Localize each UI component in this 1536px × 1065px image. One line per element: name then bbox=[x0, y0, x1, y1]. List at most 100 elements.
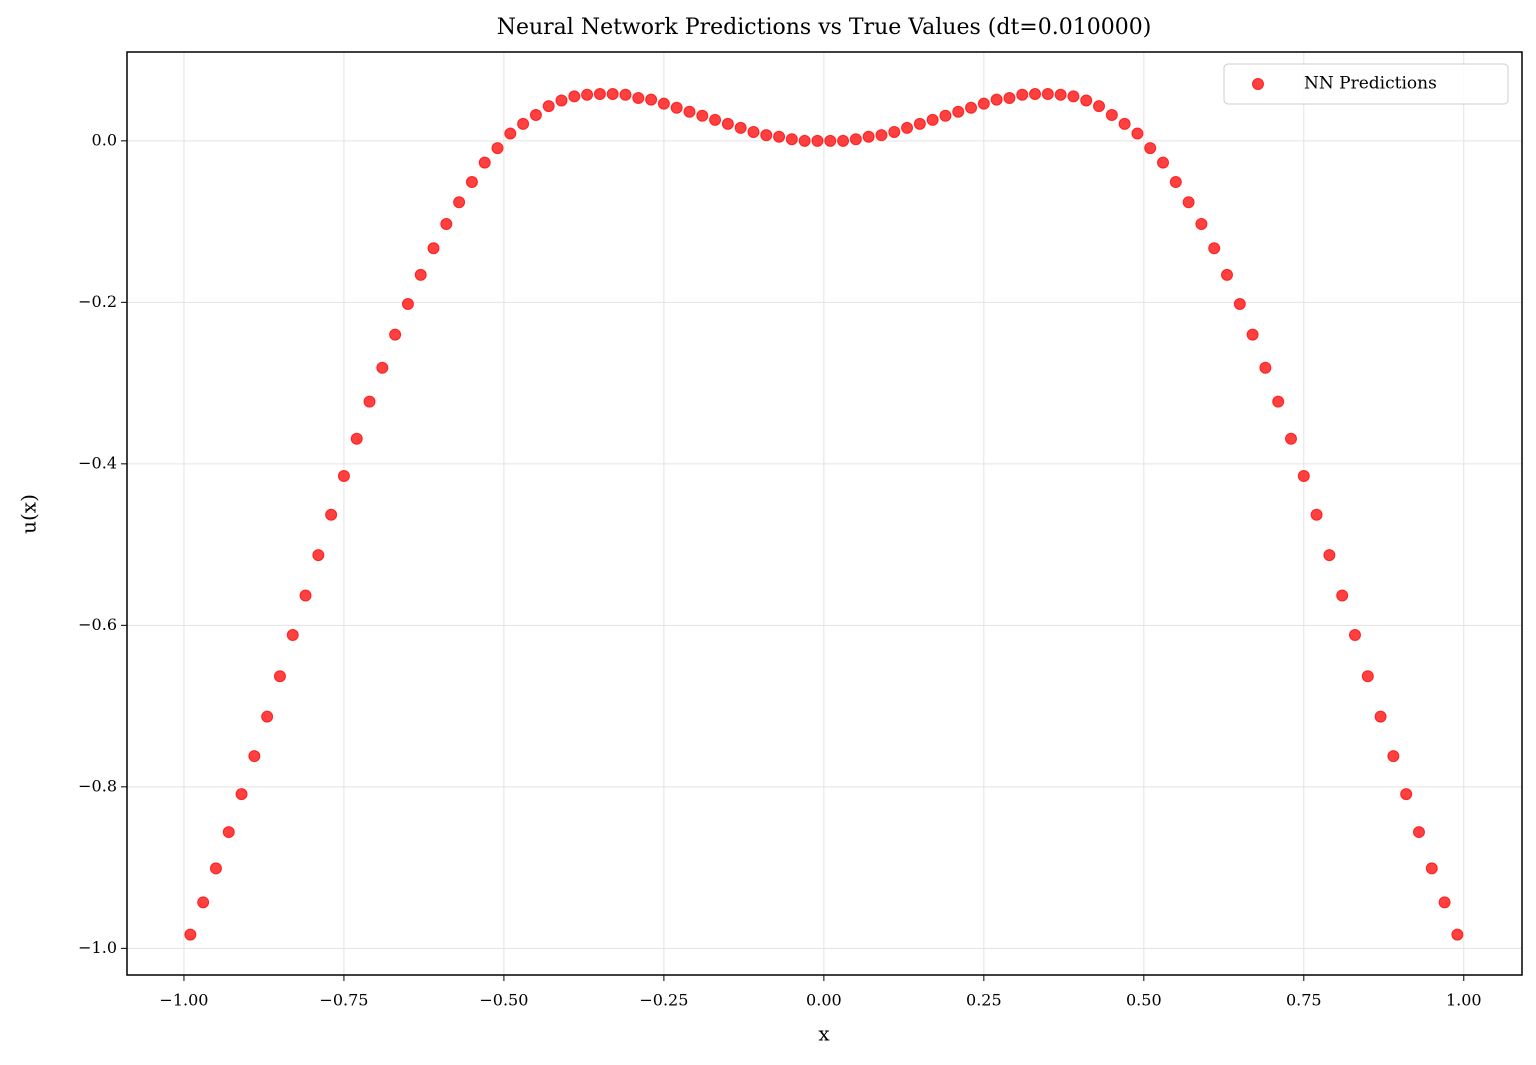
point bbox=[517, 117, 530, 130]
point bbox=[1425, 862, 1438, 875]
point bbox=[529, 108, 542, 121]
point bbox=[542, 100, 555, 113]
point bbox=[1412, 826, 1425, 839]
point bbox=[888, 125, 901, 138]
point bbox=[581, 88, 594, 101]
point bbox=[273, 670, 286, 683]
y-tick-label: 0.0 bbox=[92, 130, 117, 149]
point bbox=[721, 117, 734, 130]
point bbox=[1284, 432, 1297, 445]
point bbox=[683, 105, 696, 118]
point bbox=[1182, 196, 1195, 209]
y-tick-label: −1.0 bbox=[78, 938, 117, 957]
point bbox=[312, 549, 325, 562]
x-tick-label: 0.25 bbox=[966, 991, 1002, 1010]
point bbox=[478, 156, 491, 169]
point bbox=[465, 176, 478, 189]
point bbox=[939, 109, 952, 122]
point bbox=[1336, 589, 1349, 602]
point bbox=[798, 134, 811, 147]
point bbox=[977, 97, 990, 110]
point bbox=[1400, 788, 1413, 801]
point bbox=[1297, 469, 1310, 482]
point bbox=[209, 862, 222, 875]
point bbox=[1348, 629, 1361, 642]
point bbox=[965, 101, 978, 114]
point bbox=[440, 218, 453, 231]
point bbox=[1144, 142, 1157, 155]
point bbox=[1029, 87, 1042, 100]
point bbox=[1131, 127, 1144, 140]
point bbox=[286, 629, 299, 642]
point bbox=[837, 134, 850, 147]
x-axis-label: x bbox=[818, 1022, 830, 1046]
point bbox=[1054, 88, 1067, 101]
point bbox=[875, 129, 888, 142]
point bbox=[696, 109, 709, 122]
point bbox=[670, 101, 683, 114]
point bbox=[593, 87, 606, 100]
x-tick-label: 0.75 bbox=[1286, 991, 1322, 1010]
point bbox=[1451, 928, 1464, 941]
point bbox=[299, 589, 312, 602]
x-tick-label: −0.75 bbox=[319, 991, 368, 1010]
point bbox=[824, 134, 837, 147]
point bbox=[1105, 108, 1118, 121]
chart-title: Neural Network Predictions vs True Value… bbox=[497, 15, 1152, 40]
point bbox=[1208, 242, 1221, 255]
point bbox=[1221, 268, 1234, 281]
point bbox=[1233, 297, 1246, 310]
point bbox=[760, 129, 773, 142]
point bbox=[1438, 896, 1451, 909]
point bbox=[261, 710, 274, 723]
y-tick-label: −0.6 bbox=[78, 615, 117, 634]
point bbox=[1003, 92, 1016, 105]
point bbox=[632, 92, 645, 105]
point bbox=[222, 826, 235, 839]
point bbox=[606, 87, 619, 100]
point bbox=[1246, 328, 1259, 341]
point bbox=[555, 94, 568, 107]
point bbox=[568, 90, 581, 103]
point bbox=[862, 130, 875, 143]
legend-label: NN Predictions bbox=[1304, 74, 1437, 94]
point bbox=[1310, 508, 1323, 521]
point bbox=[926, 113, 939, 126]
point bbox=[1361, 670, 1374, 683]
point bbox=[363, 395, 376, 408]
point bbox=[184, 928, 197, 941]
point bbox=[747, 125, 760, 138]
point bbox=[1272, 395, 1285, 408]
point bbox=[1157, 156, 1170, 169]
point bbox=[952, 105, 965, 118]
point bbox=[1387, 750, 1400, 763]
point bbox=[504, 127, 517, 140]
x-tick-label: −0.50 bbox=[479, 991, 528, 1010]
point bbox=[913, 117, 926, 130]
point bbox=[325, 508, 338, 521]
point bbox=[734, 121, 747, 134]
point bbox=[1067, 90, 1080, 103]
point bbox=[1080, 94, 1093, 107]
point bbox=[401, 297, 414, 310]
point bbox=[1041, 87, 1054, 100]
point bbox=[1169, 176, 1182, 189]
point bbox=[709, 113, 722, 126]
point bbox=[1118, 117, 1131, 130]
point bbox=[773, 130, 786, 143]
point bbox=[619, 88, 632, 101]
point bbox=[1323, 549, 1336, 562]
point bbox=[657, 97, 670, 110]
y-tick-label: −0.8 bbox=[78, 776, 117, 795]
point bbox=[376, 361, 389, 374]
x-tick-label: 0.00 bbox=[806, 991, 842, 1010]
x-tick-label: 1.00 bbox=[1446, 991, 1482, 1010]
point bbox=[1016, 88, 1029, 101]
point bbox=[427, 242, 440, 255]
point bbox=[197, 896, 210, 909]
legend-box bbox=[1223, 63, 1509, 105]
point bbox=[248, 750, 261, 763]
point bbox=[1374, 710, 1387, 723]
point bbox=[990, 93, 1003, 106]
